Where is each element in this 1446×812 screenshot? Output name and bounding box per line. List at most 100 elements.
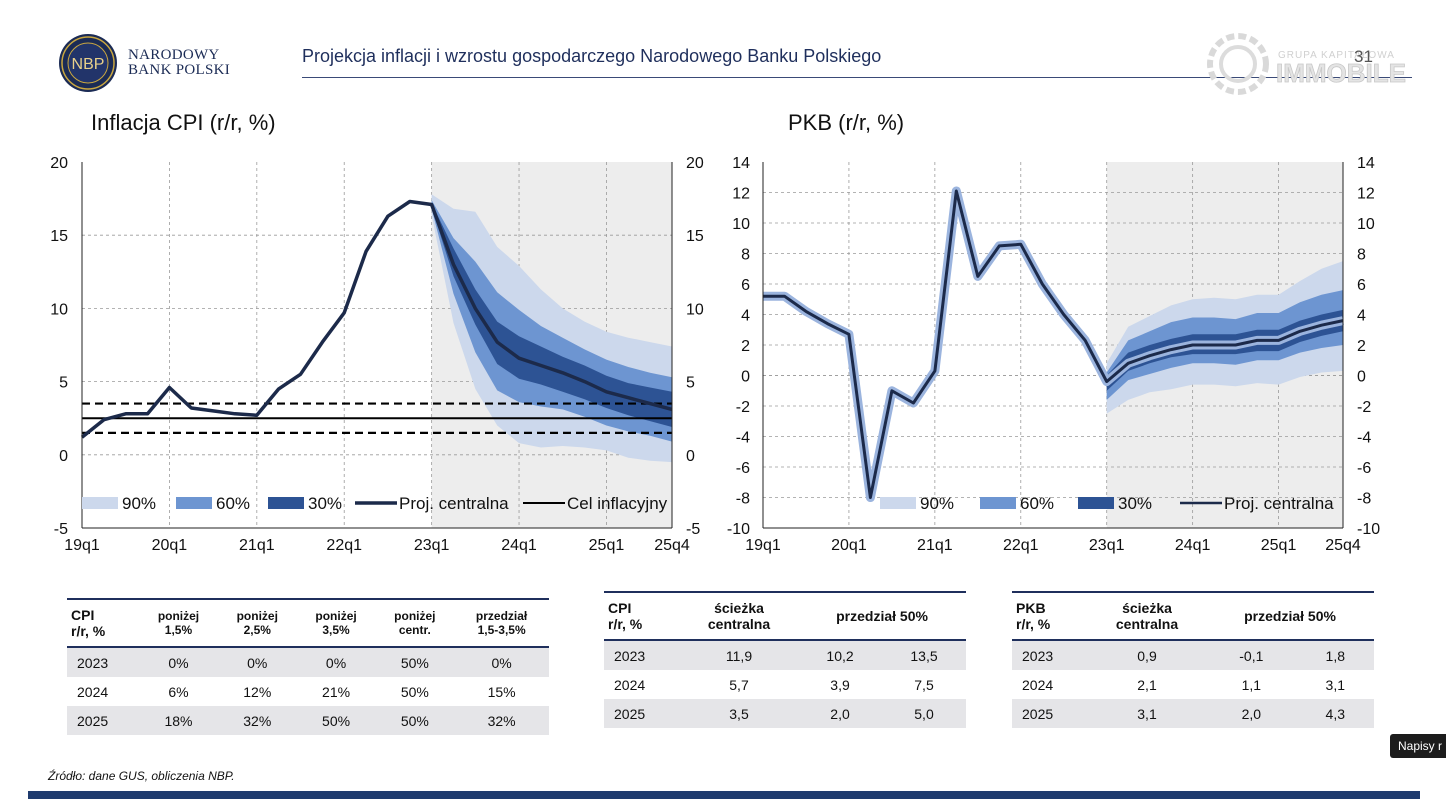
x-tick-label: 25q1: [589, 537, 625, 554]
y-tick-label-left: 20: [50, 155, 68, 172]
table-header-cell: ścieżka centralna: [707, 600, 771, 632]
table-cell: 2,0: [1241, 705, 1262, 722]
table-cell: 50%: [400, 683, 429, 700]
table-header-cell: poniżej 2,5%: [236, 609, 278, 637]
table-cell: 11,9: [725, 647, 753, 664]
table-row: 2023 0,9 -0,1 1,8: [1012, 640, 1374, 670]
table-cell: 3,9: [830, 676, 850, 693]
x-tick-label: 19q1: [64, 537, 100, 554]
table-header-cell: poniżej 1,5%: [157, 609, 200, 637]
page-title: Projekcja inflacji i wzrostu gospodarcze…: [302, 46, 882, 66]
table-cell: 10,2: [826, 647, 854, 664]
y-tick-label-left: 10: [732, 216, 750, 233]
central-projection-line: [80, 199, 673, 439]
y-tick-label-right: 6: [1357, 277, 1366, 294]
table-cell: -0,1: [1239, 647, 1264, 664]
source-note: Źródło: dane GUS, obliczenia NBP.: [48, 769, 235, 783]
y-tick-label-right: 14: [1357, 155, 1375, 172]
bank-name: NARODOWY BANK POLSKI: [128, 48, 230, 78]
cpi-chart: -5 -5 0 0 5 5 10 10 15 15 20 20 19q1 20q1 21q1 22q1 23q1…: [50, 155, 704, 554]
row-year: 2023: [614, 647, 646, 664]
central-projection-line: [763, 189, 1344, 499]
row-year: 2024: [77, 683, 109, 700]
gdp-path-table: PKB r/r, % ścieżka centralna przedział 50% 2…: [1012, 591, 1374, 728]
y-tick-label-right: 15: [686, 228, 704, 245]
table-cell: 0%: [325, 654, 347, 671]
legend-label: 90%: [122, 494, 156, 513]
row-year: 2023: [77, 654, 109, 671]
table-cell: 50%: [400, 654, 429, 671]
x-tick-label: 24q1: [501, 537, 537, 554]
row-year: 2023: [1022, 647, 1054, 664]
table-cell: 4,3: [1325, 705, 1346, 722]
table-cell: 50%: [322, 712, 351, 729]
y-tick-label-left: 0: [741, 369, 750, 386]
y-tick-label-right: -10: [1357, 521, 1380, 538]
y-tick-label-left: 12: [732, 186, 750, 203]
y-tick-label-left: 2: [741, 338, 750, 355]
table-header-cell: poniżej centr.: [394, 609, 436, 637]
table-row: 2024 5,7 3,9 7,5: [604, 670, 966, 699]
y-tick-label-right: -5: [686, 521, 700, 538]
legend-label: Cel inflacyjny: [567, 494, 668, 513]
table-cell: 1,8: [1325, 647, 1346, 664]
row-year: 2025: [1022, 705, 1054, 722]
x-tick-label: 25q4: [654, 537, 690, 554]
y-tick-label-right: -8: [1357, 491, 1371, 508]
y-tick-label-left: 14: [732, 155, 750, 172]
table-cell: 0%: [247, 654, 268, 671]
table-cell: 12%: [243, 683, 272, 700]
table-header-cell: przedział 50%: [836, 608, 928, 624]
nbp-logo: NBP: [59, 34, 117, 92]
row-year: 2024: [1022, 676, 1054, 693]
legend-swatch: [176, 497, 212, 509]
x-tick-label: 25q4: [1325, 537, 1361, 554]
row-year: 2025: [614, 705, 646, 722]
cpi-path-table: CPI r/r, % ścieżka centralna przedział 50% 2…: [604, 591, 966, 728]
captions-button[interactable]: Napisy r: [1390, 734, 1446, 758]
cpi-probability-table: CPI r/r, % poniżej 1,5% poniżej 2,5% poniżej 3,…: [67, 598, 549, 735]
table-cell: 3,1: [1137, 705, 1157, 722]
table-header-cell: ścieżka centralna: [1115, 600, 1179, 632]
y-tick-label-left: 10: [50, 301, 68, 318]
table-row: 2023 11,9 10,2 13,5: [604, 640, 966, 670]
y-tick-label-right: -6: [1357, 460, 1371, 477]
table-row: 2025 3,1 2,0 4,3: [1012, 699, 1374, 728]
table-cell: 3,5: [729, 705, 749, 722]
y-tick-label-left: -10: [727, 521, 750, 538]
y-tick-label-left: 8: [741, 247, 750, 264]
table-cell: 0,9: [1137, 647, 1157, 664]
y-tick-label-left: 4: [741, 308, 750, 325]
immobile-watermark: GRUPA KAPITAŁOWA IMMOBILE: [1207, 33, 1406, 95]
x-tick-label: 23q1: [1089, 537, 1125, 554]
y-tick-label-left: -6: [736, 460, 750, 477]
y-tick-label-right: 8: [1357, 247, 1366, 264]
table-cell: 18%: [164, 712, 193, 729]
gdp-chart: -10 -10 -8 -8 -6 -6 -4 -4 -2 -2 0 0 2 2 4 4 6 6 8 8 10 10 12 12…: [727, 155, 1380, 554]
y-tick-label-left: -2: [736, 399, 750, 416]
watermark-line1: GRUPA KAPITAŁOWA: [1278, 50, 1395, 61]
table-cell: 5,0: [914, 705, 934, 722]
fan-band-30pct: [1106, 309, 1343, 391]
y-tick-label-left: 6: [741, 277, 750, 294]
table-header-row: CPI r/r, % poniżej 1,5% poniżej 2,5% poniżej 3,…: [67, 599, 549, 647]
table-cell: 13,5: [910, 647, 938, 664]
logo-text: NBP: [72, 56, 105, 73]
cpi-chart-title: Inflacja CPI (r/r, %): [91, 110, 276, 135]
table-cell: 2,0: [830, 705, 850, 722]
table-header-cell: przedział 50%: [1244, 608, 1336, 624]
y-tick-label-right: 4: [1357, 308, 1366, 325]
x-tick-label: 19q1: [745, 537, 781, 554]
y-tick-label-right: 5: [686, 375, 695, 392]
table-cell: 7,5: [914, 676, 934, 693]
x-tick-label: 22q1: [1003, 537, 1039, 554]
table-cell: 2,1: [1137, 676, 1157, 693]
table-header-cell: PKB r/r, %: [1016, 600, 1051, 632]
y-tick-label-right: -4: [1357, 430, 1371, 447]
x-tick-label: 20q1: [831, 537, 867, 554]
footer-bar: [28, 791, 1420, 799]
x-tick-label: 25q1: [1261, 537, 1297, 554]
table-cell: 0%: [168, 654, 189, 671]
table-header-cell: przedział 1,5-3,5%: [475, 609, 528, 637]
